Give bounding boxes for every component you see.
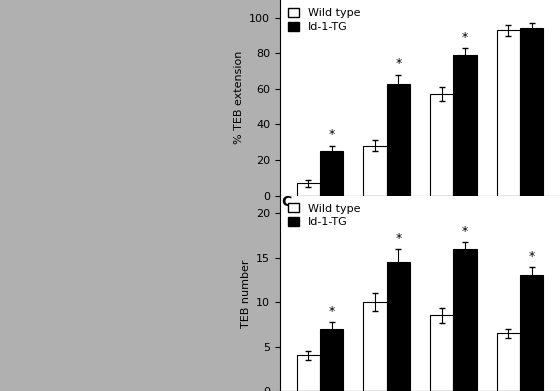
Y-axis label: % TEB extension: % TEB extension xyxy=(234,51,244,144)
Bar xyxy=(386,262,410,391)
Bar xyxy=(363,146,386,196)
X-axis label: Virgin (weeks): Virgin (weeks) xyxy=(380,221,460,231)
Bar xyxy=(297,355,320,391)
Bar xyxy=(320,151,343,196)
Bar xyxy=(430,316,454,391)
Bar xyxy=(497,30,520,196)
Text: *: * xyxy=(462,30,468,43)
Text: *: * xyxy=(462,225,468,238)
Text: *: * xyxy=(395,57,402,70)
Text: *: * xyxy=(529,250,535,263)
Text: *: * xyxy=(395,232,402,245)
Text: C: C xyxy=(281,196,292,210)
Bar xyxy=(497,333,520,391)
Bar xyxy=(297,183,320,196)
Bar xyxy=(430,94,454,196)
Text: *: * xyxy=(329,128,335,141)
Bar xyxy=(520,29,543,196)
Bar xyxy=(320,329,343,391)
Legend: Wild type, Id-1-TG: Wild type, Id-1-TG xyxy=(286,5,362,34)
Bar xyxy=(520,276,543,391)
Bar xyxy=(363,302,386,391)
Legend: Wild type, Id-1-TG: Wild type, Id-1-TG xyxy=(286,201,362,230)
Bar xyxy=(454,55,477,196)
Bar xyxy=(386,84,410,196)
Bar xyxy=(454,249,477,391)
Y-axis label: TEB number: TEB number xyxy=(241,259,250,328)
Text: *: * xyxy=(329,305,335,318)
